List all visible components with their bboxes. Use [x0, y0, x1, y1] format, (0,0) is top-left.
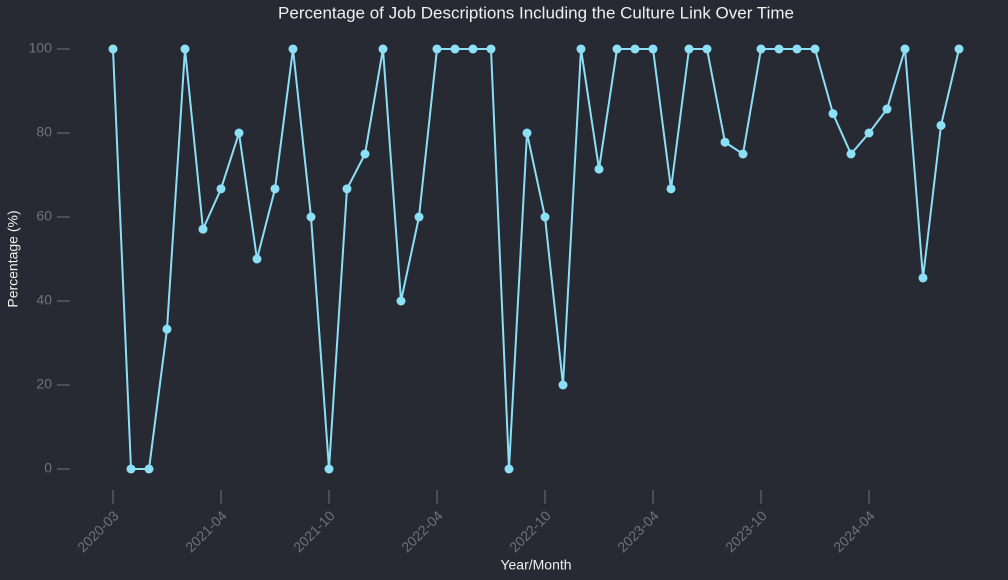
point: [666, 184, 676, 194]
point: [270, 184, 280, 194]
point: [198, 224, 208, 234]
point: [630, 44, 640, 54]
point: [738, 149, 748, 159]
point: [648, 44, 658, 54]
point: [288, 44, 298, 54]
point: [540, 212, 550, 222]
point: [432, 44, 442, 54]
y-tick-label: 60: [36, 208, 52, 224]
point: [486, 44, 496, 54]
point: [522, 128, 532, 138]
y-tick-label: 40: [36, 292, 52, 308]
point: [756, 44, 766, 54]
point: [378, 44, 388, 54]
point: [792, 44, 802, 54]
point: [360, 149, 370, 159]
point: [720, 137, 730, 147]
point: [306, 212, 316, 222]
point: [774, 44, 784, 54]
y-axis-label: Percentage (%): [5, 210, 21, 307]
point: [144, 464, 154, 474]
point: [882, 104, 892, 114]
point: [342, 184, 352, 194]
point: [900, 44, 910, 54]
point: [252, 254, 262, 264]
point: [576, 44, 586, 54]
point: [126, 464, 136, 474]
point: [702, 44, 712, 54]
chart-title: Percentage of Job Descriptions Including…: [278, 3, 794, 22]
point: [234, 128, 244, 138]
point: [558, 380, 568, 390]
point: [108, 44, 118, 54]
point: [468, 44, 478, 54]
x-axis-label: Year/Month: [500, 557, 571, 573]
point: [504, 464, 514, 474]
line: [112, 48, 960, 470]
point: [954, 44, 964, 54]
point: [684, 44, 694, 54]
point: [216, 184, 226, 194]
point: [396, 296, 406, 306]
point: [828, 109, 838, 119]
y-tick-label: 20: [36, 376, 52, 392]
y-tick-label: 80: [36, 124, 52, 140]
point: [324, 464, 334, 474]
point: [414, 212, 424, 222]
point: [612, 44, 622, 54]
y-tick-label: 0: [44, 460, 52, 476]
point: [846, 149, 856, 159]
point: [918, 273, 928, 283]
point: [936, 120, 946, 130]
y-tick-label: 100: [29, 40, 53, 56]
point: [162, 324, 172, 334]
point: [180, 44, 190, 54]
point: [594, 164, 604, 174]
point: [450, 44, 460, 54]
point: [810, 44, 820, 54]
point: [864, 128, 874, 138]
